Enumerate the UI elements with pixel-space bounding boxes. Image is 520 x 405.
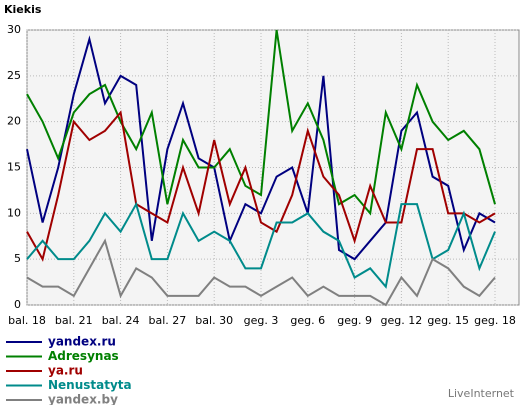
- y-tick-label: 20: [7, 115, 21, 128]
- series-line: [26, 238, 496, 307]
- credit: LiveInternet: [448, 387, 515, 400]
- y-tick-label: 10: [7, 206, 21, 219]
- legend-label: ya.ru: [48, 364, 83, 378]
- series-line: [26, 110, 496, 262]
- x-tick-label: bal. 27: [149, 314, 187, 327]
- x-tick-label: geg. 6: [290, 314, 325, 327]
- y-tick-label: 0: [14, 298, 21, 311]
- series-line: [26, 29, 496, 216]
- x-tick-label: geg. 9: [337, 314, 372, 327]
- legend-label: yandex.ru: [48, 335, 116, 349]
- y-tick-label: 5: [14, 252, 21, 265]
- legend-label: Adresynas: [48, 349, 119, 363]
- x-tick-label: geg. 15: [427, 314, 469, 327]
- x-tick-label: bal. 24: [102, 314, 140, 327]
- series-line: [26, 35, 496, 261]
- y-tick-label: 25: [7, 69, 21, 82]
- legend-label: yandex.by: [48, 393, 118, 405]
- legend-label: Nenustatyta: [48, 378, 132, 392]
- x-tick-label: bal. 30: [195, 314, 233, 327]
- x-tick-label: geg. 3: [244, 314, 279, 327]
- x-tick-label: bal. 21: [55, 314, 93, 327]
- series-line: [26, 201, 496, 289]
- y-tick-label: 15: [7, 161, 21, 174]
- x-tick-label: geg. 18: [474, 314, 516, 327]
- x-tick-label: geg. 12: [381, 314, 423, 327]
- y-tick-label: 30: [7, 23, 21, 36]
- chart-title: Kiekis: [4, 3, 42, 16]
- x-tick-label: bal. 18: [8, 314, 46, 327]
